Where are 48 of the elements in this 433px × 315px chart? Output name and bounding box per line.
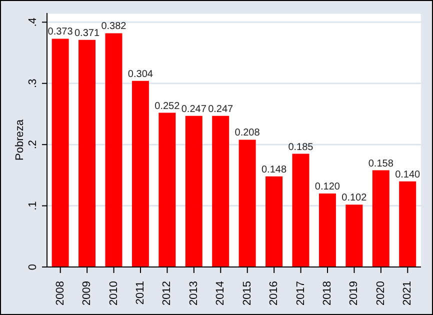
x-tick-label: 2018 [322, 281, 334, 306]
bar [292, 154, 310, 267]
data-label: 0.247 [181, 104, 207, 115]
x-tick-label: 2019 [348, 281, 360, 306]
y-axis-title: Pobreza [14, 118, 26, 160]
data-label: 0.382 [101, 21, 127, 32]
data-label: 0.247 [208, 104, 234, 115]
y-tick-label: .3 [27, 78, 39, 88]
x-tick-label: 2015 [241, 281, 254, 306]
data-label: 0.148 [262, 164, 287, 176]
y-tick-label: 0 [27, 264, 39, 270]
data-label: 0.371 [74, 28, 100, 39]
data-label: 0.373 [48, 26, 74, 38]
bar [372, 170, 390, 267]
x-tick-label: 2008 [54, 281, 66, 306]
data-label: 0.252 [154, 100, 180, 112]
y-tick-label: .4 [27, 18, 39, 27]
bar [105, 33, 122, 267]
bar [346, 204, 363, 267]
bar [185, 116, 202, 267]
bar [212, 116, 230, 267]
data-label: 0.120 [314, 182, 340, 193]
data-label: 0.304 [128, 68, 154, 80]
y-tick-label: .1 [27, 201, 39, 210]
x-tick-label: 2011 [134, 281, 146, 305]
x-tick-label: 2010 [108, 281, 120, 306]
data-label: 0.185 [288, 142, 314, 153]
bar [399, 181, 416, 267]
bar [266, 176, 283, 267]
bar [52, 38, 69, 267]
x-tick-label: 2012 [161, 281, 174, 306]
data-label: 0.158 [368, 158, 394, 170]
x-tick-label: 2020 [374, 281, 387, 306]
bar [158, 112, 176, 267]
x-tick-label: 2014 [214, 281, 227, 306]
x-tick-label: 2013 [188, 281, 200, 306]
y-tick-label: .2 [27, 140, 39, 150]
x-tick-label: 2017 [294, 281, 307, 306]
bar [318, 194, 336, 267]
data-label: 0.102 [342, 192, 368, 204]
bar [132, 80, 149, 267]
x-tick-label: 2021 [402, 281, 414, 306]
data-label: 0.140 [395, 169, 421, 180]
bar [238, 140, 256, 267]
bar [78, 40, 96, 267]
x-tick-label: 2009 [81, 281, 94, 306]
x-tick-label: 2016 [268, 281, 280, 306]
data-label: 0.208 [234, 128, 260, 139]
